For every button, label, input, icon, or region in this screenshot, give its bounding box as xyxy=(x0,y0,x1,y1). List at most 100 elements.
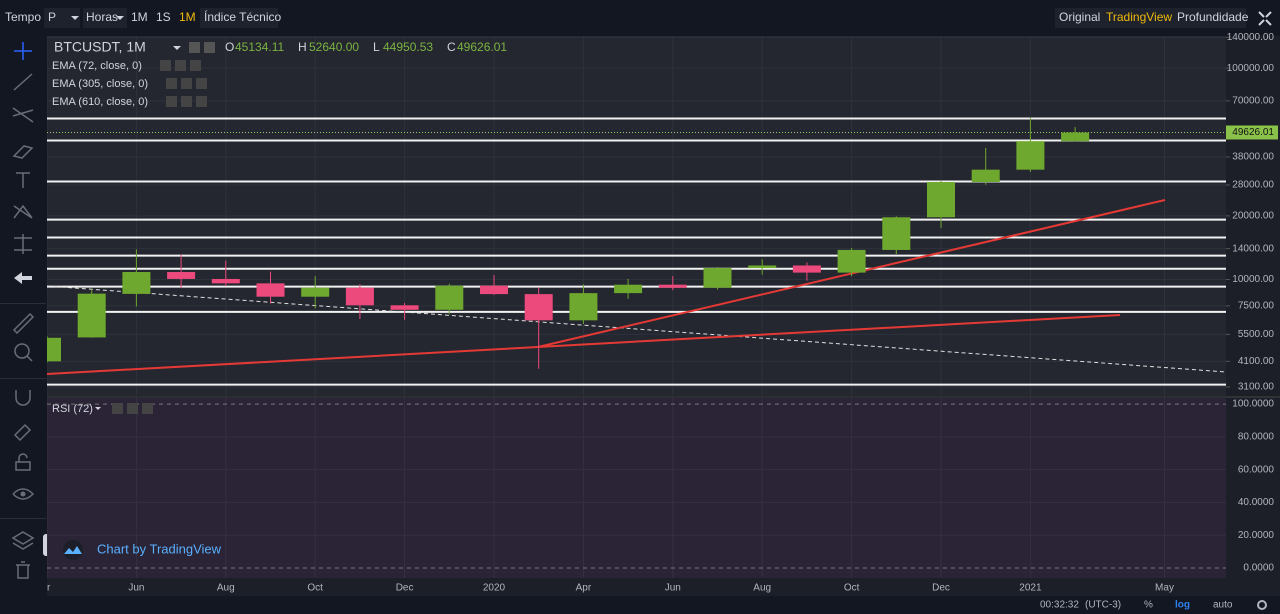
y-tick-label: 14000.00 xyxy=(1232,243,1274,254)
tab-bg[interactable] xyxy=(1102,8,1172,28)
tab-original[interactable]: Original xyxy=(1059,10,1100,24)
ohlc-letter: C xyxy=(447,40,456,54)
candle-body xyxy=(524,294,553,321)
y-tick-label: 38000.00 xyxy=(1232,152,1274,163)
hours-select[interactable] xyxy=(83,8,127,28)
tempo-label: Tempo xyxy=(5,10,41,24)
candle-body xyxy=(47,337,61,362)
dropdown-arrow[interactable] xyxy=(173,46,181,50)
ohlc-value: 45134.11 xyxy=(235,40,284,54)
x-tick-label: Aug xyxy=(753,583,771,594)
symbol[interactable]: BTCUSDT, 1M xyxy=(54,39,146,55)
drawing-toolbar xyxy=(0,36,46,614)
ohlc-letter: L xyxy=(373,40,380,54)
candle-body xyxy=(614,284,643,294)
x-tick-label: May xyxy=(1155,583,1174,594)
clock: 00:32:32 xyxy=(1040,600,1079,611)
fullscreen-icon[interactable] xyxy=(1258,11,1272,26)
dropdown-arrow[interactable] xyxy=(71,16,79,20)
ohlc-letter: H xyxy=(298,40,307,54)
grid xyxy=(47,36,1226,396)
dropdown-arrow[interactable] xyxy=(95,407,101,410)
candle-body xyxy=(345,287,374,306)
candle-body xyxy=(77,293,106,338)
candle-body xyxy=(1016,141,1045,170)
x-tick-label: Jun xyxy=(665,583,681,594)
timezone[interactable]: (UTC-3) xyxy=(1085,600,1121,611)
auto-toggle[interactable]: auto xyxy=(1213,600,1233,611)
candle-body xyxy=(435,285,464,310)
dropdown-arrow[interactable] xyxy=(116,16,124,20)
ohlc-value: 49626.01 xyxy=(457,40,507,54)
y-tick-label: 100000.00 xyxy=(1227,63,1275,74)
candle-body xyxy=(927,182,955,218)
hours[interactable]: Horas xyxy=(86,10,118,24)
watermark[interactable]: Chart by TradingView xyxy=(97,541,222,556)
tab-tradingview[interactable]: TradingView xyxy=(1106,10,1172,24)
x-tick-label: Dec xyxy=(932,583,950,594)
tool-icons[interactable] xyxy=(0,42,46,579)
candle-body xyxy=(658,284,687,288)
y-tick-label: 140000.00 xyxy=(1227,32,1275,43)
study[interactable]: EMA (72, close, 0) xyxy=(52,60,142,72)
ohlc-value: 52640.00 xyxy=(309,40,359,54)
interval-1s[interactable]: 1S xyxy=(156,10,171,24)
rsi-grid xyxy=(47,398,1226,578)
candle-body xyxy=(301,287,330,297)
legend-icon[interactable] xyxy=(189,42,200,53)
rsi-tick-label: 80.0000 xyxy=(1238,431,1275,442)
y-tick-label: 5500.00 xyxy=(1238,329,1275,340)
rsi-tick-label: 60.0000 xyxy=(1238,464,1275,475)
x-tick-label: r xyxy=(47,583,51,594)
candle-body xyxy=(748,265,777,269)
candle-body xyxy=(211,278,240,284)
candle-body xyxy=(971,169,1000,183)
x-tick-label: Jun xyxy=(128,583,144,594)
trend-line[interactable] xyxy=(47,314,1121,375)
price-tag xyxy=(1226,125,1278,140)
study-icons[interactable] xyxy=(112,60,207,414)
ohlc-value: 44950.53 xyxy=(383,40,433,54)
ohlc-letter: O xyxy=(225,40,234,54)
period-select[interactable] xyxy=(44,8,80,28)
rsi-pane xyxy=(47,398,1226,578)
settings-icon[interactable] xyxy=(1257,600,1267,610)
percent-toggle[interactable]: % xyxy=(1144,600,1153,611)
tab-bg[interactable] xyxy=(1055,8,1102,28)
y-tick-label: 70000.00 xyxy=(1232,96,1274,107)
period[interactable]: P xyxy=(48,10,56,24)
status-bar xyxy=(0,596,1280,614)
rsi-tick-label: 40.0000 xyxy=(1238,497,1275,508)
rsi-title[interactable]: RSI (72) xyxy=(52,403,93,415)
candle-body xyxy=(256,283,285,297)
rsi-tick-label: 0.0000 xyxy=(1243,563,1274,574)
candles xyxy=(47,117,1090,369)
rsi-tick-label: 20.0000 xyxy=(1238,530,1275,541)
time-axis xyxy=(47,578,1226,596)
legend-icon[interactable] xyxy=(204,42,215,53)
study[interactable]: EMA (305, close, 0) xyxy=(52,78,148,90)
watermark-logo xyxy=(64,546,82,554)
candle-body xyxy=(390,305,419,310)
x-tick-label: Oct xyxy=(307,583,323,594)
tab-bg[interactable] xyxy=(1172,8,1246,28)
candle-body xyxy=(122,272,151,294)
study[interactable]: EMA (610, close, 0) xyxy=(52,96,148,108)
trend-line[interactable] xyxy=(47,285,1226,373)
indicators[interactable]: Índice Técnico xyxy=(204,9,281,24)
tab-depth[interactable]: Profundidade xyxy=(1177,10,1249,24)
candle-body xyxy=(1061,132,1090,142)
price-axis xyxy=(1226,36,1280,596)
rsi-tick-label: 100.0000 xyxy=(1232,399,1274,410)
indicators-button[interactable] xyxy=(200,8,278,28)
x-tick-label: 2021 xyxy=(1019,583,1042,594)
log-toggle[interactable]: log xyxy=(1175,600,1190,611)
y-tick-label: 10000.00 xyxy=(1232,274,1274,285)
interval-1mon[interactable]: 1M xyxy=(179,10,196,24)
x-tick-label: Oct xyxy=(844,583,860,594)
candle-body xyxy=(480,285,508,295)
y-tick-label: 7500.00 xyxy=(1238,301,1275,312)
candle-body xyxy=(837,249,866,273)
interval-1m[interactable]: 1M xyxy=(131,10,148,24)
